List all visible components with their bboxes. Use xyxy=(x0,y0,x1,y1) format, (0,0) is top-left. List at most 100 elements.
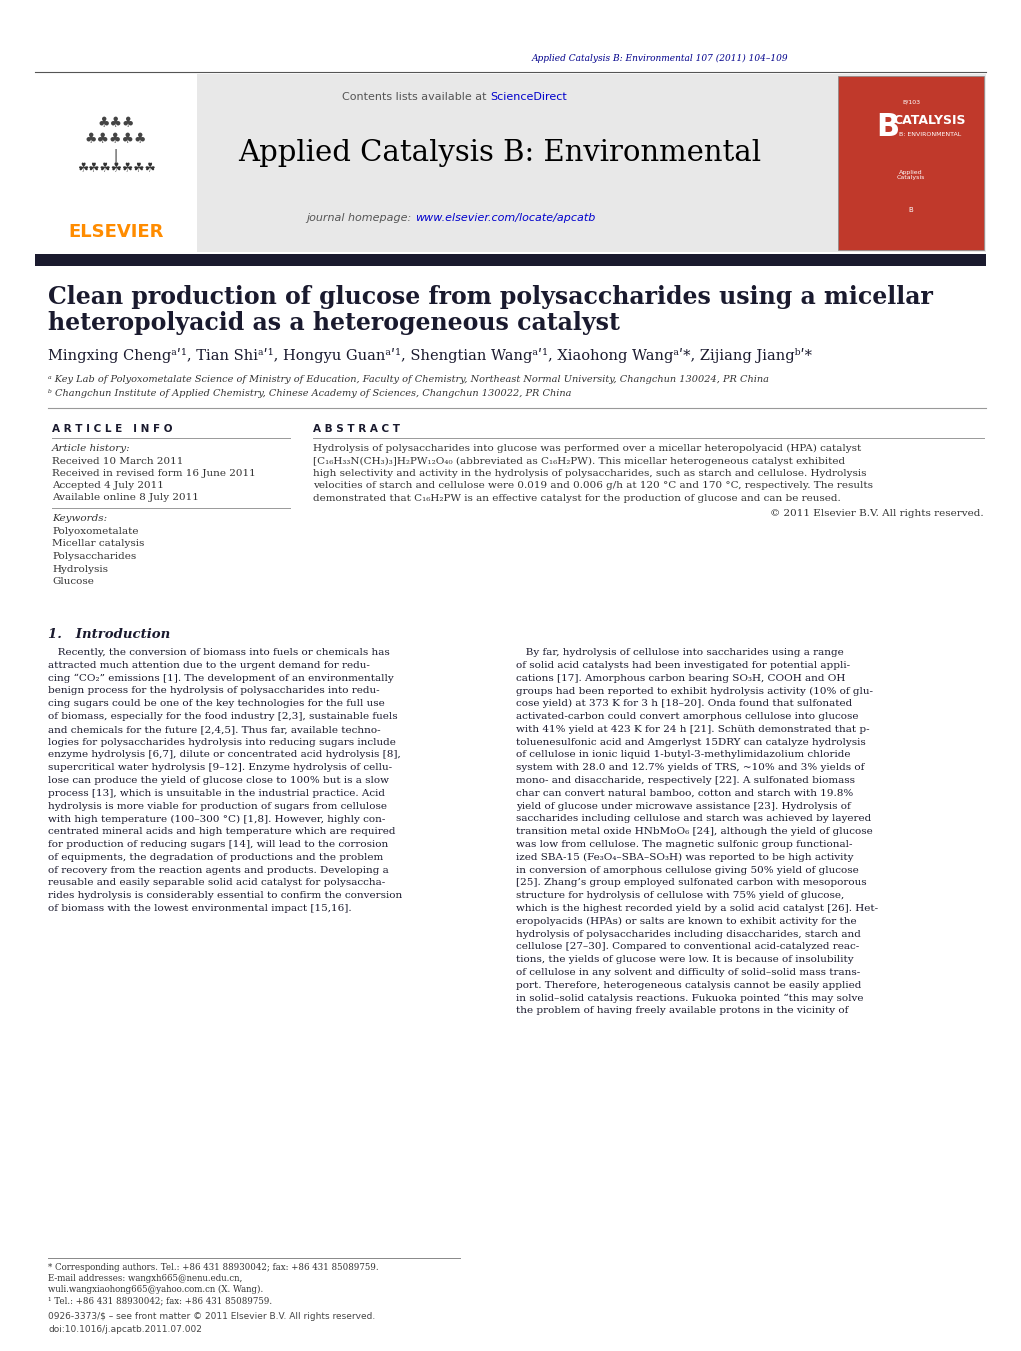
Text: Received 10 March 2011: Received 10 March 2011 xyxy=(52,457,184,466)
Text: which is the highest recorded yield by a solid acid catalyst [26]. Het-: which is the highest recorded yield by a… xyxy=(516,904,878,913)
Text: and chemicals for the future [2,4,5]. Thus far, available techno-: and chemicals for the future [2,4,5]. Th… xyxy=(48,724,381,734)
Text: cellulose [27–30]. Compared to conventional acid-catalyzed reac-: cellulose [27–30]. Compared to conventio… xyxy=(516,943,860,951)
Text: cations [17]. Amorphous carbon bearing SO₃H, COOH and OH: cations [17]. Amorphous carbon bearing S… xyxy=(516,674,845,682)
Text: in solid–solid catalysis reactions. Fukuoka pointed “this may solve: in solid–solid catalysis reactions. Fuku… xyxy=(516,993,864,1002)
Text: saccharides including cellulose and starch was achieved by layered: saccharides including cellulose and star… xyxy=(516,815,871,823)
Text: attracted much attention due to the urgent demand for redu-: attracted much attention due to the urge… xyxy=(48,661,370,670)
Text: rides hydrolysis is considerably essential to confirm the conversion: rides hydrolysis is considerably essenti… xyxy=(48,892,402,900)
Text: Article history:: Article history: xyxy=(52,444,131,453)
Text: B: ENVIRONMENTAL: B: ENVIRONMENTAL xyxy=(898,132,961,138)
Text: www.elsevier.com/locate/apcatb: www.elsevier.com/locate/apcatb xyxy=(415,213,595,223)
Text: doi:10.1016/j.apcatb.2011.07.002: doi:10.1016/j.apcatb.2011.07.002 xyxy=(48,1325,202,1333)
Text: Available online 8 July 2011: Available online 8 July 2011 xyxy=(52,493,199,503)
Text: lose can produce the yield of glucose close to 100% but is a slow: lose can produce the yield of glucose cl… xyxy=(48,775,389,785)
Text: [C₁₆H₃₃N(CH₃)₃]H₂PW₁₂O₄₀ (abbreviated as C₁₆H₂PW). This micellar heterogeneous c: [C₁₆H₃₃N(CH₃)₃]H₂PW₁₂O₄₀ (abbreviated as… xyxy=(313,457,845,466)
Text: transition metal oxide HNbMoO₆ [24], although the yield of glucose: transition metal oxide HNbMoO₆ [24], alt… xyxy=(516,827,873,836)
Bar xyxy=(35,74,986,253)
Text: A B S T R A C T: A B S T R A C T xyxy=(313,424,400,434)
Text: with high temperature (100–300 °C) [1,8]. However, highly con-: with high temperature (100–300 °C) [1,8]… xyxy=(48,815,385,824)
Text: was low from cellulose. The magnetic sulfonic group functional-: was low from cellulose. The magnetic sul… xyxy=(516,840,853,848)
Text: Keywords:: Keywords: xyxy=(52,513,107,523)
Text: ᵃ Key Lab of Polyoxometalate Science of Ministry of Education, Faculty of Chemis: ᵃ Key Lab of Polyoxometalate Science of … xyxy=(48,376,769,384)
Text: ¹ Tel.: +86 431 88930042; fax: +86 431 85089759.: ¹ Tel.: +86 431 88930042; fax: +86 431 8… xyxy=(48,1296,273,1305)
Text: mono- and disaccharide, respectively [22]. A sulfonated biomass: mono- and disaccharide, respectively [22… xyxy=(516,775,855,785)
Text: A R T I C L E   I N F O: A R T I C L E I N F O xyxy=(52,424,173,434)
Text: supercritical water hydrolysis [9–12]. Enzyme hydrolysis of cellu-: supercritical water hydrolysis [9–12]. E… xyxy=(48,763,392,773)
Text: activated-carbon could convert amorphous cellulose into glucose: activated-carbon could convert amorphous… xyxy=(516,712,859,721)
Text: velocities of starch and cellulose were 0.019 and 0.006 g/h at 120 °C and 170 °C: velocities of starch and cellulose were … xyxy=(313,481,873,490)
Text: ♣♣♣
♣♣♣♣♣
  |: ♣♣♣ ♣♣♣♣♣ | xyxy=(85,116,147,163)
Text: of equipments, the degradation of productions and the problem: of equipments, the degradation of produc… xyxy=(48,852,383,862)
Text: with 41% yield at 423 K for 24 h [21]. Schüth demonstrated that p-: with 41% yield at 423 K for 24 h [21]. S… xyxy=(516,724,870,734)
Text: By far, hydrolysis of cellulose into saccharides using a range: By far, hydrolysis of cellulose into sac… xyxy=(516,648,843,657)
Text: of solid acid catalysts had been investigated for potential appli-: of solid acid catalysts had been investi… xyxy=(516,661,850,670)
Text: E-mail addresses: wangxh665@nenu.edu.cn,: E-mail addresses: wangxh665@nenu.edu.cn, xyxy=(48,1274,242,1283)
Text: toluenesulfonic acid and Amgerlyst 15DRY can catalyze hydrolysis: toluenesulfonic acid and Amgerlyst 15DRY… xyxy=(516,738,866,747)
Text: logies for polysaccharides hydrolysis into reducing sugars include: logies for polysaccharides hydrolysis in… xyxy=(48,738,396,747)
Text: Contents lists available at: Contents lists available at xyxy=(342,92,490,101)
Text: cose yield) at 373 K for 3 h [18–20]. Onda found that sulfonated: cose yield) at 373 K for 3 h [18–20]. On… xyxy=(516,700,853,708)
Text: of recovery from the reaction agents and products. Developing a: of recovery from the reaction agents and… xyxy=(48,866,389,874)
Text: ized SBA-15 (Fe₃O₄–SBA–SO₃H) was reported to be high activity: ized SBA-15 (Fe₃O₄–SBA–SO₃H) was reporte… xyxy=(516,852,854,862)
Text: Received in revised form 16 June 2011: Received in revised form 16 June 2011 xyxy=(52,469,255,478)
Text: reusable and easily separable solid acid catalyst for polysaccha-: reusable and easily separable solid acid… xyxy=(48,878,385,888)
Text: Applied Catalysis B: Environmental: Applied Catalysis B: Environmental xyxy=(239,139,762,168)
Text: of biomass with the lowest environmental impact [15,16].: of biomass with the lowest environmental… xyxy=(48,904,351,913)
Text: Micellar catalysis: Micellar catalysis xyxy=(52,539,144,549)
Text: CATALYSIS: CATALYSIS xyxy=(893,113,966,127)
Text: benign process for the hydrolysis of polysaccharides into redu-: benign process for the hydrolysis of pol… xyxy=(48,686,380,696)
Text: hydrolysis of polysaccharides including disaccharides, starch and: hydrolysis of polysaccharides including … xyxy=(516,929,861,939)
Text: eropolyacids (HPAs) or salts are known to exhibit activity for the: eropolyacids (HPAs) or salts are known t… xyxy=(516,917,857,925)
Text: port. Therefore, heterogeneous catalysis cannot be easily applied: port. Therefore, heterogeneous catalysis… xyxy=(516,981,862,990)
Text: hydrolysis is more viable for production of sugars from cellulose: hydrolysis is more viable for production… xyxy=(48,801,387,811)
Text: B/103: B/103 xyxy=(902,100,920,104)
Bar xyxy=(35,254,986,266)
Text: ELSEVIER: ELSEVIER xyxy=(68,223,163,240)
Text: Applied Catalysis B: Environmental 107 (2011) 104–109: Applied Catalysis B: Environmental 107 (… xyxy=(532,54,788,62)
Bar xyxy=(838,76,984,250)
Text: of cellulose in any solvent and difficulty of solid–solid mass trans-: of cellulose in any solvent and difficul… xyxy=(516,969,861,977)
Text: Applied
Catalysis: Applied Catalysis xyxy=(896,170,925,181)
Text: cing sugars could be one of the key technologies for the full use: cing sugars could be one of the key tech… xyxy=(48,700,385,708)
Text: wuli.wangxiaohong665@yahoo.com.cn (X. Wang).: wuli.wangxiaohong665@yahoo.com.cn (X. Wa… xyxy=(48,1285,263,1294)
Text: * Corresponding authors. Tel.: +86 431 88930042; fax: +86 431 85089759.: * Corresponding authors. Tel.: +86 431 8… xyxy=(48,1263,379,1273)
Bar xyxy=(35,74,197,253)
Text: in conversion of amorphous cellulose giving 50% yield of glucose: in conversion of amorphous cellulose giv… xyxy=(516,866,859,874)
Text: Clean production of glucose from polysaccharides using a micellar: Clean production of glucose from polysac… xyxy=(48,285,933,309)
Text: of biomass, especially for the food industry [2,3], sustainable fuels: of biomass, especially for the food indu… xyxy=(48,712,397,721)
Text: demonstrated that C₁₆H₂PW is an effective catalyst for the production of glucose: demonstrated that C₁₆H₂PW is an effectiv… xyxy=(313,494,840,503)
Text: Accepted 4 July 2011: Accepted 4 July 2011 xyxy=(52,481,164,490)
Text: yield of glucose under microwave assistance [23]. Hydrolysis of: yield of glucose under microwave assista… xyxy=(516,801,850,811)
Text: Mingxing Chengᵃʹ¹, Tian Shiᵃʹ¹, Hongyu Guanᵃʹ¹, Shengtian Wangᵃʹ¹, Xiaohong Wang: Mingxing Chengᵃʹ¹, Tian Shiᵃʹ¹, Hongyu G… xyxy=(48,349,812,363)
Text: Β: Β xyxy=(876,113,900,142)
Text: heteropolyacid as a heterogeneous catalyst: heteropolyacid as a heterogeneous cataly… xyxy=(48,311,620,335)
Text: structure for hydrolysis of cellulose with 75% yield of glucose,: structure for hydrolysis of cellulose wi… xyxy=(516,892,844,900)
Text: system with 28.0 and 12.7% yields of TRS, ~10% and 3% yields of: system with 28.0 and 12.7% yields of TRS… xyxy=(516,763,865,773)
Text: ᵇ Changchun Institute of Applied Chemistry, Chinese Academy of Sciences, Changch: ᵇ Changchun Institute of Applied Chemist… xyxy=(48,389,572,399)
Text: for production of reducing sugars [14], will lead to the corrosion: for production of reducing sugars [14], … xyxy=(48,840,388,848)
Text: Hydrolysis: Hydrolysis xyxy=(52,565,108,574)
Text: high selectivity and activity in the hydrolysis of polysaccharides, such as star: high selectivity and activity in the hyd… xyxy=(313,469,867,478)
Text: Hydrolysis of polysaccharides into glucose was performed over a micellar heterop: Hydrolysis of polysaccharides into gluco… xyxy=(313,444,862,453)
Text: ☘☘☘☘☘☘☘: ☘☘☘☘☘☘☘ xyxy=(77,162,155,174)
Text: journal homepage:: journal homepage: xyxy=(306,213,415,223)
Text: char can convert natural bamboo, cotton and starch with 19.8%: char can convert natural bamboo, cotton … xyxy=(516,789,854,798)
Text: Polyoxometalate: Polyoxometalate xyxy=(52,527,139,536)
Text: 1.   Introduction: 1. Introduction xyxy=(48,628,171,640)
Text: Recently, the conversion of biomass into fuels or chemicals has: Recently, the conversion of biomass into… xyxy=(48,648,390,657)
Text: 0926-3373/$ – see front matter © 2011 Elsevier B.V. All rights reserved.: 0926-3373/$ – see front matter © 2011 El… xyxy=(48,1312,376,1321)
Text: B: B xyxy=(909,207,914,213)
Text: centrated mineral acids and high temperature which are required: centrated mineral acids and high tempera… xyxy=(48,827,395,836)
Text: [25]. Zhang’s group employed sulfonated carbon with mesoporous: [25]. Zhang’s group employed sulfonated … xyxy=(516,878,867,888)
Text: © 2011 Elsevier B.V. All rights reserved.: © 2011 Elsevier B.V. All rights reserved… xyxy=(771,508,984,517)
Text: Glucose: Glucose xyxy=(52,577,94,586)
Text: ScienceDirect: ScienceDirect xyxy=(490,92,567,101)
Text: enzyme hydrolysis [6,7], dilute or concentrated acid hydrolysis [8],: enzyme hydrolysis [6,7], dilute or conce… xyxy=(48,750,401,759)
Text: groups had been reported to exhibit hydrolysis activity (10% of glu-: groups had been reported to exhibit hydr… xyxy=(516,686,873,696)
Text: cing “CO₂” emissions [1]. The development of an environmentally: cing “CO₂” emissions [1]. The developmen… xyxy=(48,674,394,682)
Text: Polysaccharides: Polysaccharides xyxy=(52,553,136,561)
Text: process [13], which is unsuitable in the industrial practice. Acid: process [13], which is unsuitable in the… xyxy=(48,789,385,798)
Text: the problem of having freely available protons in the vicinity of: the problem of having freely available p… xyxy=(516,1006,848,1016)
Text: of cellulose in ionic liquid 1-butyl-3-methylimidazolium chloride: of cellulose in ionic liquid 1-butyl-3-m… xyxy=(516,750,850,759)
Text: tions, the yields of glucose were low. It is because of insolubility: tions, the yields of glucose were low. I… xyxy=(516,955,854,965)
